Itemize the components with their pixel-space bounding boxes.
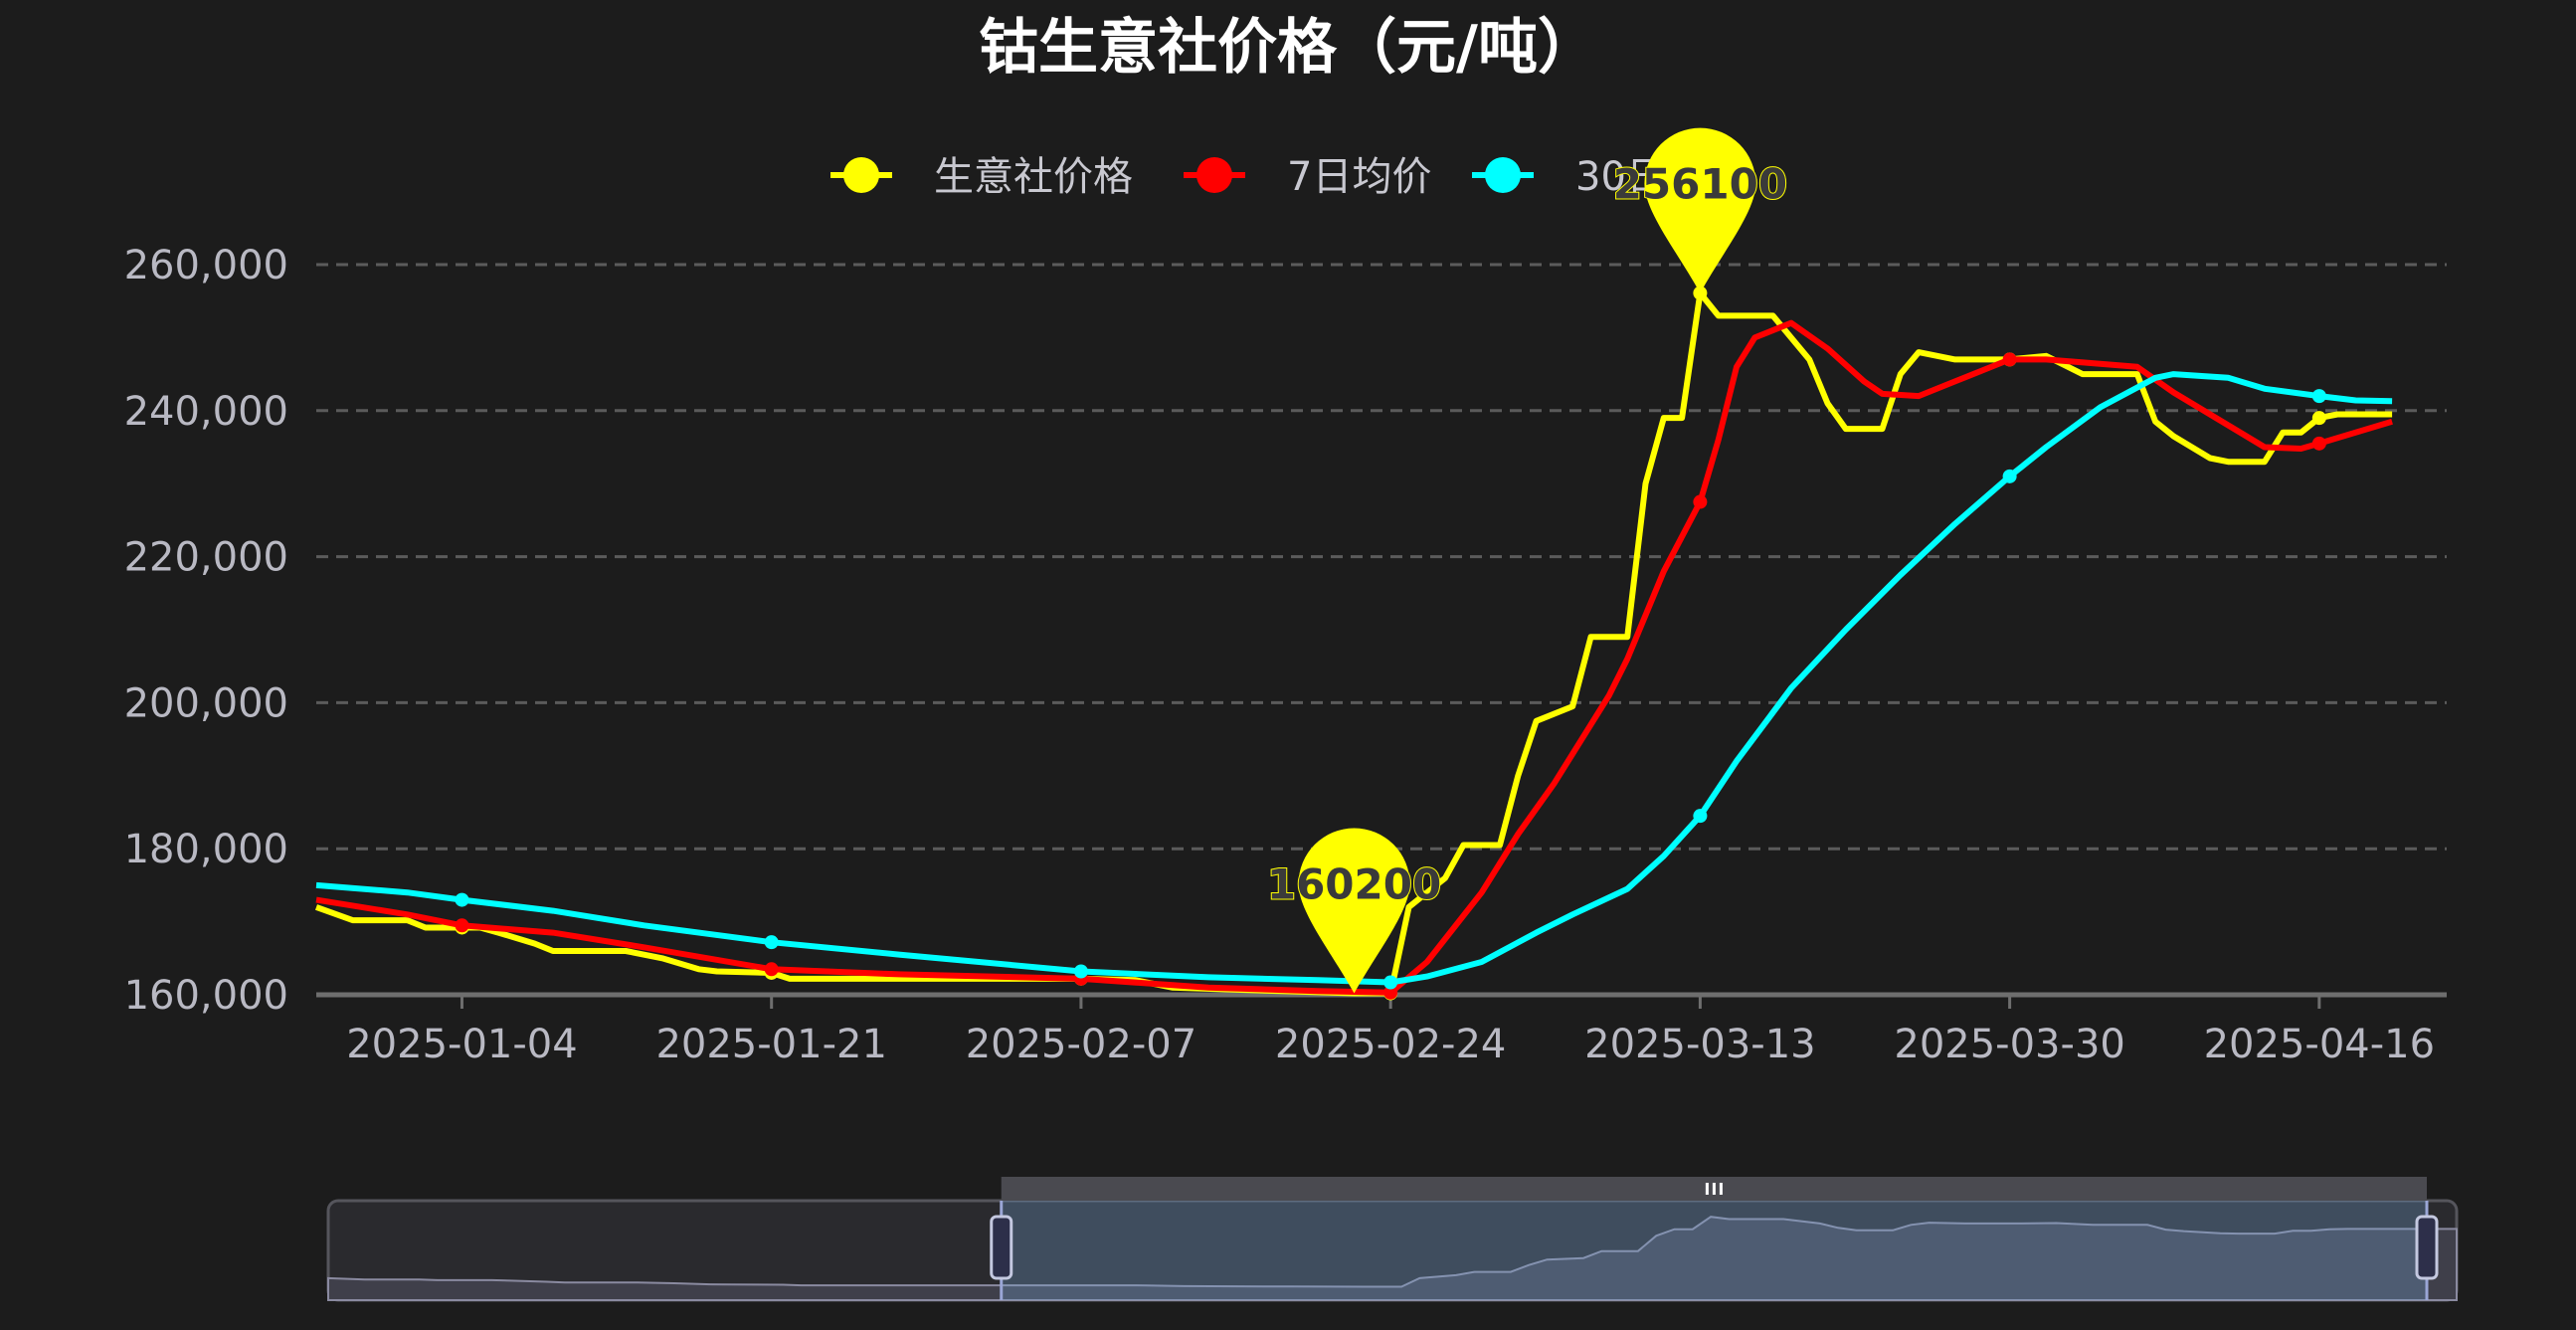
series-point bbox=[1383, 975, 1398, 990]
y-tick-label: 260,000 bbox=[124, 243, 288, 288]
legend[interactable]: 生意社价格7日均价30日均价 bbox=[830, 154, 1746, 200]
zoom-preview-area bbox=[327, 1216, 2458, 1301]
series-point bbox=[1073, 964, 1088, 979]
series-point bbox=[764, 935, 779, 950]
y-tick-label: 240,000 bbox=[124, 389, 288, 435]
x-tick-label: 2025-02-24 bbox=[1275, 1022, 1506, 1067]
series-point bbox=[2002, 469, 2017, 483]
pin-shape bbox=[1298, 828, 1410, 994]
x-tick-label: 2025-03-30 bbox=[1894, 1022, 2124, 1067]
pin-label: 256100 bbox=[1613, 160, 1787, 209]
grip-bar bbox=[1719, 1183, 1723, 1195]
chart-title: 钴生意社价格（元/吨） bbox=[979, 13, 1597, 83]
x-tick-label: 2025-02-07 bbox=[966, 1022, 1196, 1067]
data-zoom-slider[interactable] bbox=[326, 1177, 2459, 1302]
x-tick-label: 2025-04-16 bbox=[2204, 1022, 2435, 1067]
min-pin: 160200 bbox=[1266, 828, 1442, 994]
legend-dot bbox=[1485, 157, 1521, 193]
series-point bbox=[2311, 436, 2326, 451]
grip-bar bbox=[1705, 1183, 1709, 1195]
legend-label: 7日均价 bbox=[1287, 154, 1431, 200]
y-tick-label: 200,000 bbox=[124, 680, 288, 726]
pin-label: 160200 bbox=[1267, 860, 1441, 909]
series-point bbox=[2311, 411, 2326, 426]
y-tick-label: 220,000 bbox=[124, 535, 288, 581]
series-line bbox=[315, 371, 2393, 986]
x-tick-label: 2025-01-21 bbox=[655, 1022, 886, 1067]
zoom-handle[interactable] bbox=[990, 1215, 1013, 1280]
grip-bar bbox=[1712, 1183, 1716, 1195]
series-point bbox=[2311, 389, 2326, 404]
pin-shape bbox=[1644, 127, 1756, 293]
series-line bbox=[315, 319, 2393, 996]
series-point bbox=[764, 962, 779, 977]
series-point bbox=[455, 918, 469, 933]
annotation-pins: 256100 160200 bbox=[1266, 127, 1788, 994]
max-pin: 256100 bbox=[1612, 127, 1788, 293]
x-tick-label: 2025-03-13 bbox=[1584, 1022, 1815, 1067]
series-point bbox=[1693, 494, 1708, 509]
legend-item[interactable]: 7日均价 bbox=[1184, 154, 1431, 200]
series-point bbox=[1693, 809, 1708, 824]
legend-dot bbox=[1196, 157, 1232, 193]
legend-item[interactable]: 生意社价格 bbox=[830, 154, 1133, 200]
legend-dot bbox=[843, 157, 879, 193]
y-tick-label: 180,000 bbox=[124, 827, 288, 872]
series-point bbox=[1383, 985, 1398, 1000]
grid-lines bbox=[316, 263, 2447, 851]
legend-label: 生意社价格 bbox=[934, 154, 1133, 200]
series-point bbox=[2002, 352, 2017, 367]
series-lines bbox=[314, 285, 2393, 1001]
zoom-drag-bar[interactable] bbox=[1001, 1177, 2427, 1201]
zoom-handle[interactable] bbox=[2415, 1215, 2439, 1280]
grip-icon bbox=[1705, 1183, 1723, 1195]
y-tick-label: 160,000 bbox=[124, 973, 288, 1019]
series-line bbox=[314, 289, 2393, 997]
zoom-selected-range[interactable] bbox=[1001, 1201, 2427, 1300]
x-tick-label: 2025-01-04 bbox=[346, 1022, 577, 1067]
series-point bbox=[455, 892, 469, 907]
